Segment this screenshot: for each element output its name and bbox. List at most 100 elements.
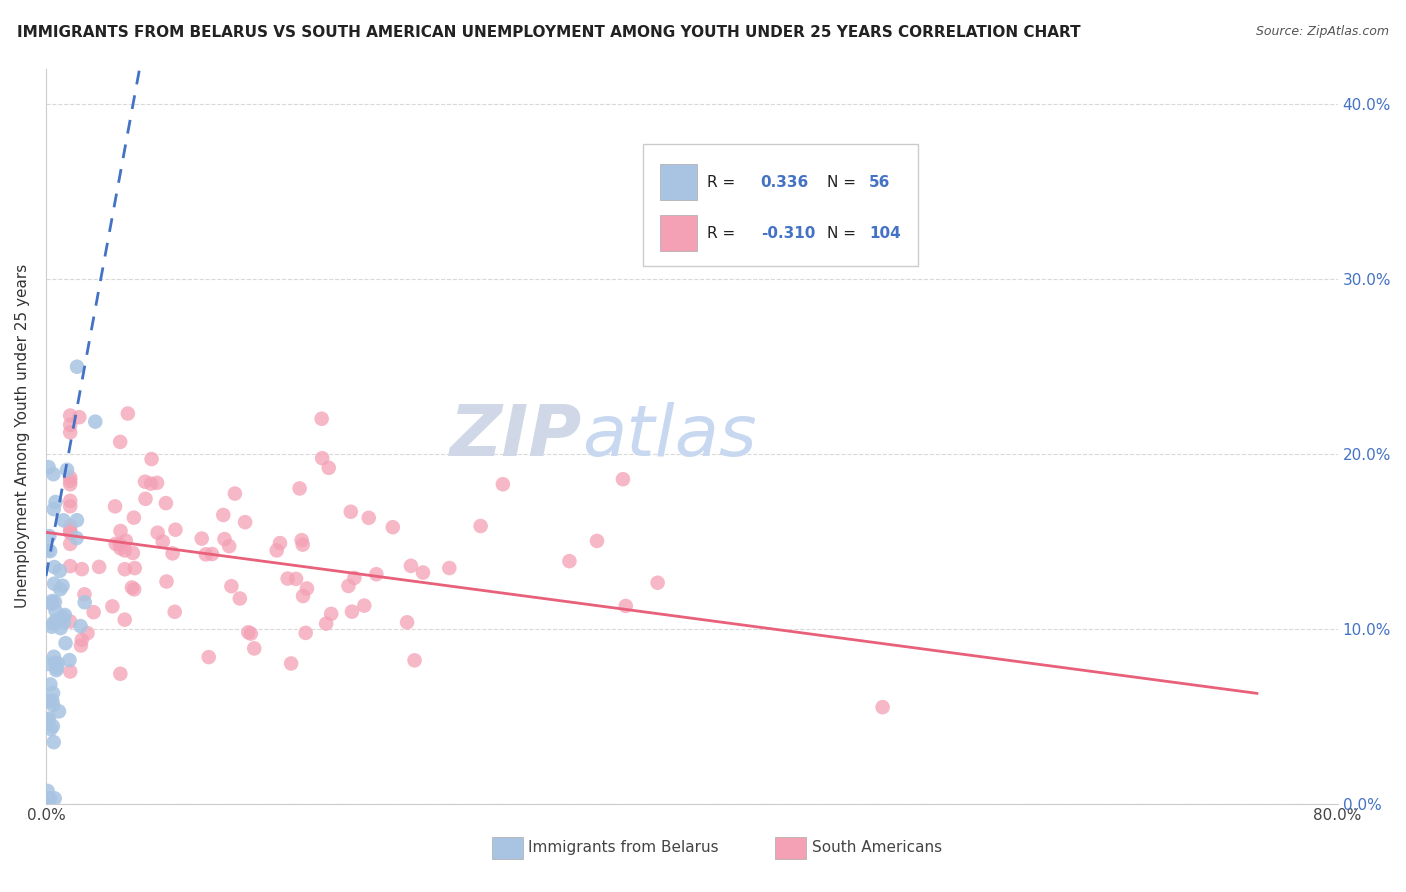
Point: [56, 463, 79, 477]
Point: [37, 713, 59, 727]
Text: -0.310: -0.310: [761, 226, 815, 241]
Point: [58, 653, 80, 667]
Point: [201, 547, 224, 561]
Point: [69, 619, 91, 633]
Point: [647, 575, 669, 590]
Point: [37, 543, 59, 558]
Point: [163, 605, 186, 619]
Point: [318, 460, 340, 475]
Point: [41, 597, 63, 611]
Point: [229, 591, 252, 606]
Point: [37, 791, 59, 805]
Point: [45, 495, 67, 509]
Point: [38, 529, 60, 543]
Text: R =: R =: [707, 175, 735, 190]
Point: [67, 410, 90, 425]
Point: [162, 546, 184, 560]
Point: [66, 359, 89, 374]
Point: [146, 475, 169, 490]
Point: [59, 559, 82, 574]
Point: [439, 561, 461, 575]
Point: [121, 581, 143, 595]
Point: [238, 625, 260, 640]
Point: [311, 451, 333, 466]
Point: [45, 613, 67, 627]
Point: [212, 508, 235, 522]
Point: [73, 587, 96, 601]
Point: [134, 475, 156, 489]
Point: [110, 541, 132, 556]
Text: atlas: atlas: [582, 401, 756, 471]
Point: [70, 562, 93, 576]
Point: [48, 705, 70, 719]
Point: [190, 532, 212, 546]
Point: [122, 510, 145, 524]
Point: [59, 470, 82, 484]
Point: [38, 712, 60, 726]
Point: [52, 615, 75, 629]
Point: [44, 791, 66, 805]
Point: [340, 605, 363, 619]
Point: [366, 567, 388, 582]
Point: [84, 415, 107, 429]
Point: [42, 735, 65, 749]
Point: [311, 411, 333, 425]
Point: [59, 519, 82, 533]
Point: [124, 561, 146, 575]
Point: [41, 594, 63, 608]
Point: [122, 546, 145, 560]
Point: [49, 621, 72, 635]
Point: [114, 562, 136, 576]
Point: [38, 460, 60, 475]
Point: [59, 474, 82, 488]
Point: [108, 434, 131, 449]
Point: [291, 533, 314, 548]
Point: [399, 558, 422, 573]
Point: [70, 632, 93, 647]
Point: [39, 791, 62, 805]
Point: [76, 626, 98, 640]
Point: [59, 615, 82, 629]
Point: [55, 636, 77, 650]
Point: [404, 653, 426, 667]
Point: [285, 572, 308, 586]
Point: [214, 532, 236, 546]
Point: [49, 564, 72, 578]
Point: [291, 538, 314, 552]
Point: [337, 579, 360, 593]
Point: [59, 524, 82, 538]
Point: [104, 500, 127, 514]
Point: [152, 534, 174, 549]
Point: [42, 576, 65, 591]
Point: [122, 582, 145, 597]
Point: [277, 572, 299, 586]
Point: [612, 472, 634, 486]
Point: [110, 666, 132, 681]
Point: [115, 533, 138, 548]
Point: [101, 599, 124, 614]
Point: [39, 722, 62, 736]
Point: [70, 639, 93, 653]
Point: [42, 616, 65, 631]
Point: [65, 531, 87, 545]
Point: [108, 537, 131, 551]
Point: [37, 657, 59, 671]
Point: [492, 477, 515, 491]
Text: N =: N =: [827, 175, 856, 190]
Point: [44, 604, 66, 618]
Point: [155, 574, 177, 589]
Point: [42, 719, 65, 733]
Point: [218, 539, 240, 553]
Text: R =: R =: [707, 226, 735, 241]
Point: [412, 566, 434, 580]
Point: [42, 649, 65, 664]
Point: [73, 595, 96, 609]
Point: [42, 686, 65, 700]
Point: [42, 698, 65, 712]
Point: [42, 502, 65, 516]
Point: [194, 547, 217, 561]
Point: [197, 650, 219, 665]
Point: [59, 417, 82, 432]
Point: [292, 589, 315, 603]
Point: [381, 520, 404, 534]
